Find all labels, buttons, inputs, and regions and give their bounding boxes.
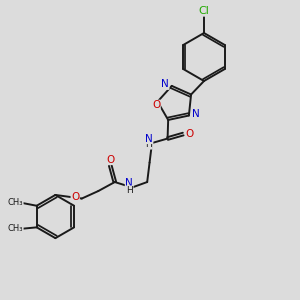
Text: O: O: [152, 100, 160, 110]
Text: CH₃: CH₃: [8, 224, 23, 233]
Text: O: O: [106, 154, 114, 164]
Text: N: N: [125, 178, 133, 188]
Text: O: O: [186, 129, 194, 139]
Text: O: O: [71, 192, 79, 202]
Text: CH₃: CH₃: [8, 198, 23, 207]
Text: N: N: [145, 134, 153, 143]
Text: H: H: [146, 140, 152, 149]
Text: N: N: [161, 80, 169, 89]
Text: Cl: Cl: [199, 6, 209, 16]
Text: N: N: [192, 109, 200, 119]
Text: H: H: [126, 186, 133, 195]
